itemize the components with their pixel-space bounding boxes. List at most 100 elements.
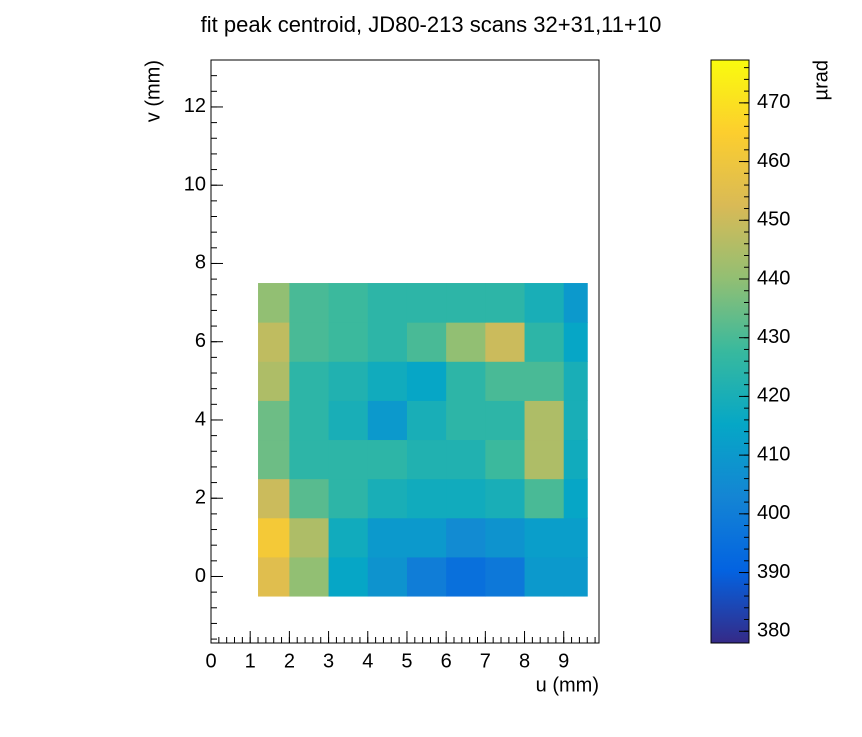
x-tick-label: 2: [284, 650, 295, 672]
heatmap-cell: [289, 400, 330, 441]
y-tick-label: 4: [195, 408, 206, 430]
heatmap-cell: [524, 517, 565, 558]
heatmap-cell: [524, 322, 565, 362]
heatmap-cell: [328, 556, 369, 597]
heatmap-cell: [289, 478, 330, 519]
heatmap-cell: [446, 478, 486, 519]
heatmap-cell: [328, 322, 369, 362]
y-tick-label: 6: [195, 330, 206, 352]
y-tick-label: 8: [195, 252, 206, 274]
colorbar: [710, 59, 750, 644]
heatmap-cell: [446, 439, 486, 480]
heatmap-cell: [446, 322, 486, 362]
heatmap-cell: [485, 556, 526, 597]
heatmap-cell: [563, 322, 588, 362]
heatmap-cell: [485, 283, 526, 323]
heatmap-cell: [289, 283, 330, 323]
heatmap-cell: [367, 439, 408, 480]
y-tick-label: 12: [184, 95, 206, 117]
heatmap-cell: [289, 361, 330, 401]
x-tick-label: 1: [245, 650, 256, 672]
x-tick-label: 0: [205, 650, 216, 672]
heatmap-cell: [446, 283, 486, 323]
chart-title: fit peak centroid, JD80-213 scans 32+31,…: [201, 12, 662, 37]
heatmap-cell: [406, 517, 447, 558]
heatmap-cell: [367, 361, 408, 401]
heatmap-cell: [258, 478, 290, 519]
heatmap-cell: [367, 283, 408, 323]
x-tick-label: 7: [480, 650, 491, 672]
plot-frame: [210, 59, 600, 644]
colorbar-tick-label: 450: [757, 209, 790, 231]
colorbar-tick-label: 460: [757, 150, 790, 172]
colorbar-tick-label: 380: [757, 620, 790, 642]
heatmap-cell: [328, 361, 369, 401]
heatmap-cell: [485, 439, 526, 480]
heatmap-cell: [328, 478, 369, 519]
heatmap-cell: [563, 283, 588, 323]
heatmap-cell: [446, 361, 486, 401]
colorbar-tick-label: 390: [757, 561, 790, 583]
heatmap-cell: [367, 478, 408, 519]
heatmap-cell: [367, 322, 408, 362]
heatmap-cell: [406, 556, 447, 597]
heatmap-cell: [446, 556, 486, 597]
heatmap-cell: [485, 322, 526, 362]
heatmap-cell: [524, 400, 565, 441]
heatmap-cell: [563, 400, 588, 441]
heatmap-cell: [289, 556, 330, 597]
heatmap-cell: [524, 478, 565, 519]
heatmap-cell: [328, 517, 369, 558]
heatmap-cell: [258, 361, 290, 401]
y-tick-label: 10: [184, 173, 206, 195]
heatmap-cell: [563, 361, 588, 401]
heatmap-cell: [367, 400, 408, 441]
colorbar-tick-label: 400: [757, 502, 790, 524]
y-tick-label: 0: [195, 565, 206, 587]
heatmap-cell: [258, 439, 290, 480]
heatmap-cell: [524, 439, 565, 480]
x-tick-label: 3: [323, 650, 334, 672]
heatmap-cell: [485, 361, 526, 401]
heatmap-cell: [563, 478, 588, 519]
x-tick-label: 9: [558, 650, 569, 672]
heatmap-cell: [446, 517, 486, 558]
heatmap-cell: [328, 439, 369, 480]
heatmap-cell: [406, 400, 447, 441]
heatmap-cell: [406, 283, 447, 323]
heatmap-cell: [367, 556, 408, 597]
heatmap-cell: [446, 400, 486, 441]
y-axis-label: v (mm): [142, 60, 164, 122]
heatmap-cell: [563, 556, 588, 597]
heatmap-cell: [406, 322, 447, 362]
heatmap-cell: [289, 439, 330, 480]
colorbar-tick-label: 440: [757, 267, 790, 289]
heatmap-cell: [258, 322, 290, 362]
heatmap-cell: [289, 517, 330, 558]
heatmap-cell: [406, 478, 447, 519]
heatmap-cell: [328, 400, 369, 441]
heatmap-cell: [406, 361, 447, 401]
x-axis-label: u (mm): [536, 674, 599, 696]
heatmap-cell: [485, 517, 526, 558]
heatmap-cell: [524, 361, 565, 401]
colorbar-label: µrad: [810, 60, 832, 100]
heatmap-cell: [289, 322, 330, 362]
heatmap-cell: [367, 517, 408, 558]
heatmap-cell: [258, 283, 290, 323]
heatmap-cell: [524, 283, 565, 323]
colorbar-tick-label: 430: [757, 326, 790, 348]
heatmap-cell: [563, 439, 588, 480]
x-tick-label: 8: [519, 650, 530, 672]
heatmap-cell: [258, 400, 290, 441]
y-tick-label: 2: [195, 487, 206, 509]
x-tick-label: 6: [441, 650, 452, 672]
colorbar-tick-label: 410: [757, 443, 790, 465]
heatmap-cell: [258, 556, 290, 597]
x-tick-label: 5: [401, 650, 412, 672]
heatmap-cell: [328, 283, 369, 323]
heatmap-cell: [258, 517, 290, 558]
heatmap-cell: [406, 439, 447, 480]
